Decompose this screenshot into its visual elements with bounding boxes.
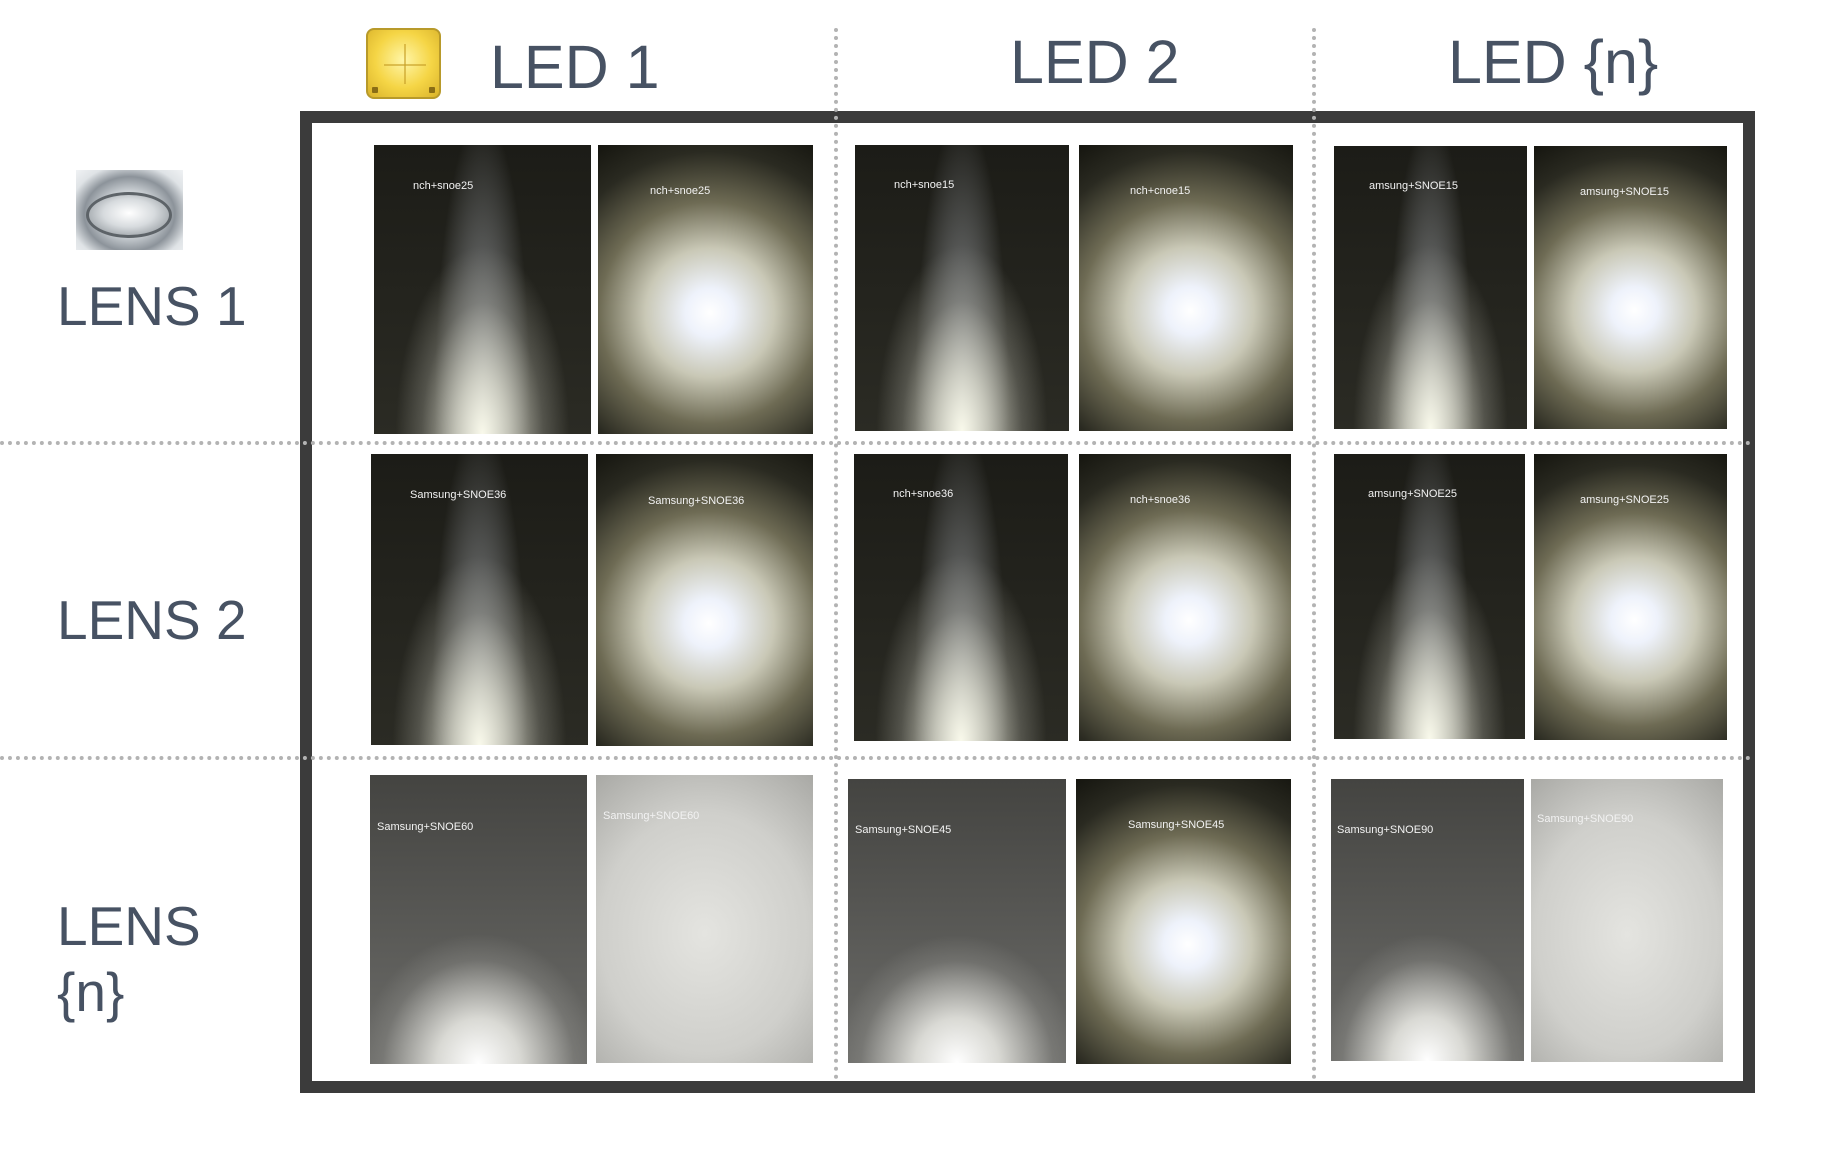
beam-photo: Samsung+SNOE45 <box>1076 779 1291 1064</box>
beam-photo-label: nch+snoe25 <box>413 180 474 192</box>
row-divider <box>0 756 1752 760</box>
led-chip-icon <box>366 28 441 99</box>
beam-photo-label: Samsung+SNOE36 <box>410 489 507 501</box>
beam-photo-label: amsung+SNOE25 <box>1368 488 1457 500</box>
beam-photo-label: Samsung+SNOE90 <box>1537 813 1634 825</box>
row-divider <box>0 441 1752 445</box>
row-header-lens-n: LENS {n} <box>57 895 201 1023</box>
beam-photo: nch+snoe15 <box>855 145 1069 431</box>
beam-photo-label: nch+snoe36 <box>893 488 954 500</box>
column-divider <box>834 28 838 1080</box>
beam-photo: nch+cnoe15 <box>1079 145 1293 431</box>
beam-photo-label: nch+snoe25 <box>650 185 711 197</box>
beam-photo: Samsung+SNOE90 <box>1531 779 1723 1062</box>
lens-icon <box>76 170 183 250</box>
beam-photo-label: nch+snoe15 <box>894 179 955 191</box>
column-header-led-2: LED 2 <box>1010 28 1180 96</box>
beam-photo: nch+snoe36 <box>854 454 1068 741</box>
beam-photo-label: amsung+SNOE15 <box>1369 180 1458 192</box>
column-header-led-1: LED 1 <box>490 33 660 101</box>
beam-photo-label: nch+snoe36 <box>1130 494 1191 506</box>
beam-photo: nch+snoe25 <box>598 145 813 434</box>
beam-photo: nch+snoe25 <box>374 145 591 434</box>
beam-photo-label: Samsung+SNOE45 <box>855 824 952 836</box>
beam-photo-label: Samsung+SNOE60 <box>603 810 700 822</box>
beam-photo-label: Samsung+SNOE36 <box>648 495 745 507</box>
beam-photo-label: amsung+SNOE15 <box>1580 186 1669 198</box>
column-header-led-n: LED {n} <box>1448 28 1659 96</box>
row-header-lens-2: LENS 2 <box>57 589 247 651</box>
beam-photo: amsung+SNOE25 <box>1534 454 1727 740</box>
column-divider <box>1312 28 1316 1080</box>
beam-photo-label: Samsung+SNOE60 <box>377 821 474 833</box>
results-grid-frame <box>300 111 1755 1093</box>
beam-photo: Samsung+SNOE60 <box>370 775 587 1064</box>
beam-photo-label: amsung+SNOE25 <box>1580 494 1669 506</box>
beam-photo-label: Samsung+SNOE45 <box>1128 819 1225 831</box>
beam-photo: Samsung+SNOE36 <box>596 454 813 746</box>
beam-photo-label: nch+cnoe15 <box>1130 185 1191 197</box>
row-header-lens-1: LENS 1 <box>57 275 247 337</box>
beam-photo: amsung+SNOE15 <box>1334 146 1527 429</box>
beam-photo: nch+snoe36 <box>1079 454 1291 741</box>
beam-photo-label: Samsung+SNOE90 <box>1337 824 1434 836</box>
beam-photo: Samsung+SNOE90 <box>1331 779 1524 1061</box>
beam-photo: Samsung+SNOE36 <box>371 454 588 745</box>
beam-photo: Samsung+SNOE60 <box>596 775 813 1063</box>
beam-photo: amsung+SNOE15 <box>1534 146 1727 429</box>
beam-photo: Samsung+SNOE45 <box>848 779 1066 1063</box>
beam-photo: amsung+SNOE25 <box>1334 454 1525 739</box>
